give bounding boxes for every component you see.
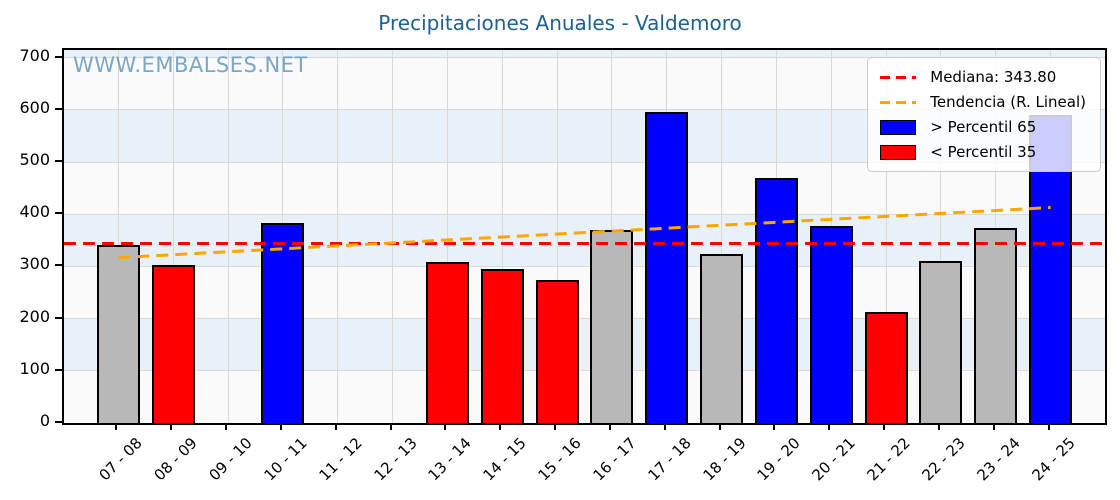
- y-tick-mark: [55, 212, 62, 215]
- x-tick-label: 23 - 24: [973, 434, 1024, 485]
- y-tick-mark: [55, 421, 62, 423]
- legend-item: > Percentil 65: [880, 118, 1086, 136]
- y-tick-label: 0: [39, 411, 50, 430]
- x-tick-label: 15 - 16: [534, 434, 585, 485]
- legend-label: Mediana: 343.80: [930, 68, 1057, 86]
- gridline-vertical: [392, 50, 394, 423]
- x-tick-mark: [663, 423, 666, 430]
- bar-20-21: [809, 225, 853, 423]
- gridline-vertical: [227, 50, 229, 423]
- legend-item: Tendencia (R. Lineal): [880, 93, 1086, 111]
- y-tick-mark: [55, 264, 62, 267]
- legend: Mediana: 343.80 Tendencia (R. Lineal) > Pe…: [867, 57, 1101, 172]
- watermark: WWW.EMBALSES.NET: [73, 53, 308, 77]
- x-tick-label: 10 - 11: [260, 434, 311, 485]
- x-tick-mark: [1047, 423, 1050, 430]
- y-tick-label: 100: [19, 358, 50, 378]
- legend-label: Tendencia (R. Lineal): [930, 93, 1086, 111]
- legend-label: < Percentil 35: [930, 143, 1037, 161]
- x-tick-mark: [883, 423, 886, 430]
- above_p65-box-swatch: [880, 119, 917, 135]
- x-tick-label: 09 - 10: [205, 434, 256, 485]
- median-line: [64, 242, 1105, 246]
- background-band: [64, 50, 1105, 58]
- x-tick-label: 24 - 25: [1028, 434, 1079, 485]
- bar-13-14: [425, 262, 469, 423]
- x-tick-mark: [773, 423, 776, 430]
- chart-title: Precipitaciones Anuales - Valdemoro: [378, 11, 742, 35]
- y-tick-mark: [55, 55, 62, 58]
- plot-area: WWW.EMBALSES.NET Mediana: 343.80 Tendenci…: [62, 48, 1107, 425]
- x-tick-mark: [554, 423, 557, 430]
- bar-18-19: [700, 253, 744, 423]
- x-tick-label: 13 - 14: [424, 434, 476, 485]
- bar-07-08: [96, 245, 140, 423]
- x-tick-label: 12 - 13: [370, 434, 421, 485]
- y-tick-label: 300: [19, 254, 50, 274]
- x-tick-label: 16 - 17: [589, 434, 640, 485]
- y-tick-label: 200: [19, 306, 50, 326]
- x-tick-label: 21 - 22: [863, 434, 914, 485]
- y-tick-label: 400: [19, 202, 50, 222]
- x-tick-label: 14 - 15: [479, 434, 530, 485]
- x-tick-mark: [444, 423, 447, 430]
- legend-item: Mediana: 343.80: [880, 68, 1086, 86]
- bar-15-16: [535, 279, 579, 423]
- bar-23-24: [974, 228, 1018, 423]
- x-tick-mark: [115, 423, 118, 430]
- x-tick-label: 19 - 20: [753, 434, 805, 485]
- x-tick-label: 17 - 18: [644, 434, 695, 485]
- x-tick-mark: [334, 423, 337, 430]
- y-tick-mark: [55, 160, 62, 163]
- legend-item: < Percentil 35: [880, 143, 1086, 161]
- bar-22-23: [919, 261, 963, 423]
- y-tick-label: 500: [19, 150, 50, 170]
- median_line-dash-swatch: [880, 75, 917, 79]
- y-tick-label: 700: [19, 45, 50, 65]
- bar-10-11: [261, 222, 305, 423]
- x-tick-mark: [170, 423, 173, 430]
- x-tick-label: 07 - 08: [95, 434, 147, 485]
- bar-21-22: [864, 312, 908, 423]
- x-tick-mark: [718, 423, 721, 430]
- bar-14-15: [480, 268, 524, 423]
- gridline-horizontal: [64, 370, 1105, 372]
- x-tick-label: 11 - 12: [315, 434, 366, 485]
- bar-16-17: [590, 229, 634, 423]
- x-tick-mark: [828, 423, 831, 430]
- legend-label: > Percentil 65: [930, 118, 1037, 136]
- gridline-horizontal: [64, 265, 1105, 267]
- gridline-horizontal: [64, 57, 1105, 59]
- y-tick-mark: [55, 316, 62, 319]
- y-tick-mark: [55, 368, 62, 371]
- y-tick-mark: [55, 107, 62, 110]
- background-band: [64, 214, 1105, 267]
- x-tick-label: 20 - 21: [808, 434, 859, 485]
- x-tick-mark: [225, 423, 228, 430]
- bar-17-18: [645, 112, 689, 423]
- bar-08-09: [151, 264, 195, 423]
- x-tick-mark: [608, 423, 611, 430]
- x-tick-mark: [937, 423, 940, 430]
- gridline-vertical: [337, 50, 339, 423]
- x-tick-mark: [499, 423, 502, 430]
- x-tick-mark: [992, 423, 995, 430]
- x-tick-label: 08 - 09: [150, 434, 201, 485]
- trend_line-dash-swatch: [880, 100, 917, 104]
- x-tick-mark: [389, 423, 392, 430]
- below_p35-box-swatch: [880, 144, 917, 160]
- gridline-horizontal: [64, 161, 1105, 163]
- x-tick-label: 18 - 19: [699, 434, 750, 485]
- gridline-horizontal: [64, 213, 1105, 215]
- gridline-horizontal: [64, 318, 1105, 320]
- bar-19-20: [754, 177, 798, 423]
- y-tick-label: 600: [19, 97, 50, 117]
- x-tick-mark: [279, 423, 282, 430]
- gridline-horizontal: [64, 109, 1105, 111]
- x-tick-label: 22 - 23: [918, 434, 969, 485]
